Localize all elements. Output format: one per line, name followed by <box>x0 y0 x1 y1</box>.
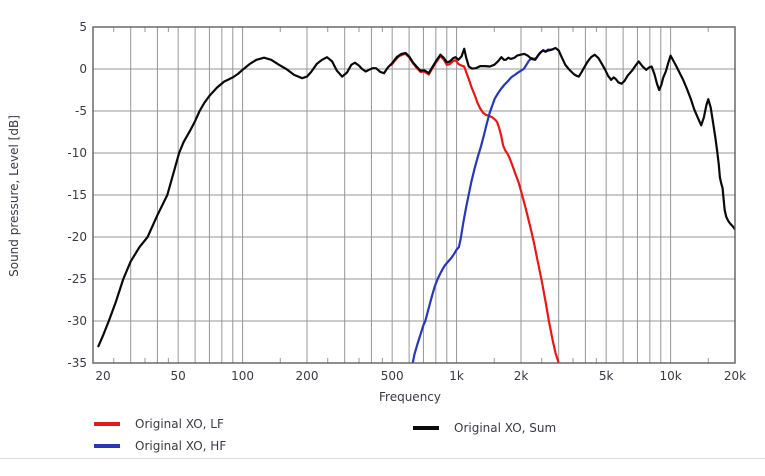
series-line-sum <box>97 46 735 348</box>
x-tick-label: 10k <box>659 369 681 383</box>
y-tick-label: -20 <box>67 230 87 244</box>
x-tick-label: 5k <box>599 369 614 383</box>
y-tick-label: -35 <box>67 356 87 370</box>
y-tick-label: -10 <box>67 146 87 160</box>
legend-swatch-sum <box>413 426 439 430</box>
x-tick-label: 500 <box>381 369 404 383</box>
legend-label-lf: Original XO, LF <box>135 417 224 431</box>
x-tick-label: 1k <box>449 369 464 383</box>
legend-item-sum: Original XO, Sum <box>413 421 556 435</box>
series-group <box>97 46 735 363</box>
legend-label-hf: Original XO, HF <box>135 439 227 453</box>
y-axis-title: Sound pressure, Level [dB] <box>7 115 21 277</box>
legend-label-sum: Original XO, Sum <box>454 421 557 435</box>
series-line-hf <box>411 48 555 363</box>
y-tick-label: 0 <box>79 62 87 76</box>
y-tick-label: -25 <box>67 272 87 286</box>
y-tick-label: -5 <box>75 104 87 118</box>
y-tick-label: 5 <box>79 20 87 34</box>
x-tick-label: 50 <box>171 369 186 383</box>
y-tick-label: -15 <box>67 188 87 202</box>
x-axis-title: Frequency <box>379 390 441 404</box>
legend-swatch-lf <box>94 422 120 426</box>
x-tick-label: 2k <box>514 369 529 383</box>
bottom-divider <box>0 458 765 459</box>
legend-item-hf: Original XO, HF <box>94 439 226 453</box>
x-tick-label: 20k <box>724 369 746 383</box>
x-tick-label: 100 <box>231 369 254 383</box>
legend-item-lf: Original XO, LF <box>94 417 224 431</box>
y-tick-label: -30 <box>67 314 87 328</box>
x-tick-label: 200 <box>296 369 319 383</box>
legend-swatch-hf <box>94 444 120 448</box>
plot-border <box>92 26 736 364</box>
x-tick-label: 20 <box>95 369 110 383</box>
